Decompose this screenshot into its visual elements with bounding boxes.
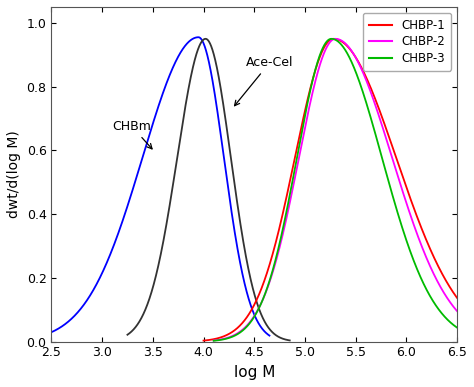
CHBP-3 — [454, 325, 460, 330]
Line: CHBm: CHBm — [51, 37, 269, 336]
Ace-Cel — [287, 338, 292, 343]
CHBP-1 — [297, 132, 303, 136]
CHBm — [48, 330, 54, 334]
CHBP-1 — [397, 167, 403, 172]
CHBm — [73, 312, 79, 316]
CHBP-2 — [333, 36, 338, 41]
CHBP-3 — [365, 106, 371, 111]
CHBm — [132, 180, 138, 185]
CHBP-2 — [381, 128, 386, 132]
Ace-Cel — [143, 306, 149, 310]
Line: CHBP-1: CHBP-1 — [203, 39, 457, 341]
Ace-Cel — [284, 337, 290, 342]
CHBP-1 — [335, 38, 341, 42]
CHBP-1 — [330, 36, 336, 41]
CHBP-1 — [303, 105, 309, 110]
CHBP-2 — [381, 128, 386, 133]
Line: CHBP-3: CHBP-3 — [214, 39, 457, 341]
CHBP-2 — [412, 225, 418, 229]
CHBP-1 — [251, 304, 256, 309]
Y-axis label: dwt/d(log M): dwt/d(log M) — [7, 130, 21, 218]
CHBP-2 — [394, 170, 400, 175]
CHBP-2 — [365, 82, 371, 87]
CHBP-3 — [394, 207, 400, 212]
CHBP-3 — [381, 161, 386, 166]
Ace-Cel — [266, 326, 272, 331]
CHBP-2 — [211, 338, 217, 343]
Ace-Cel — [194, 51, 200, 55]
Line: Ace-Cel: Ace-Cel — [128, 39, 290, 341]
CHBm — [263, 330, 268, 334]
CHBP-1 — [454, 296, 460, 300]
Ace-Cel — [153, 275, 158, 279]
CHBm — [86, 295, 92, 299]
CHBP-3 — [381, 161, 386, 166]
CHBm — [266, 333, 272, 338]
CHBP-3 — [288, 187, 294, 192]
CHBP-3 — [211, 338, 217, 343]
CHBP-3 — [412, 260, 418, 265]
Legend: CHBP-1, CHBP-2, CHBP-3: CHBP-1, CHBP-2, CHBP-3 — [363, 13, 451, 71]
Ace-Cel — [125, 332, 130, 337]
CHBm — [239, 269, 245, 273]
CHBP-1 — [201, 338, 206, 343]
CHBm — [142, 149, 147, 153]
CHBm — [196, 35, 201, 39]
CHBP-2 — [288, 195, 294, 200]
Ace-Cel — [203, 36, 209, 41]
Text: CHBm: CHBm — [112, 120, 152, 149]
Line: CHBP-2: CHBP-2 — [214, 39, 457, 341]
Ace-Cel — [187, 80, 192, 85]
Text: Ace-Cel: Ace-Cel — [235, 56, 293, 106]
X-axis label: log M: log M — [234, 365, 275, 380]
CHBP-3 — [328, 36, 334, 41]
CHBP-1 — [402, 181, 408, 186]
CHBP-2 — [454, 309, 460, 313]
